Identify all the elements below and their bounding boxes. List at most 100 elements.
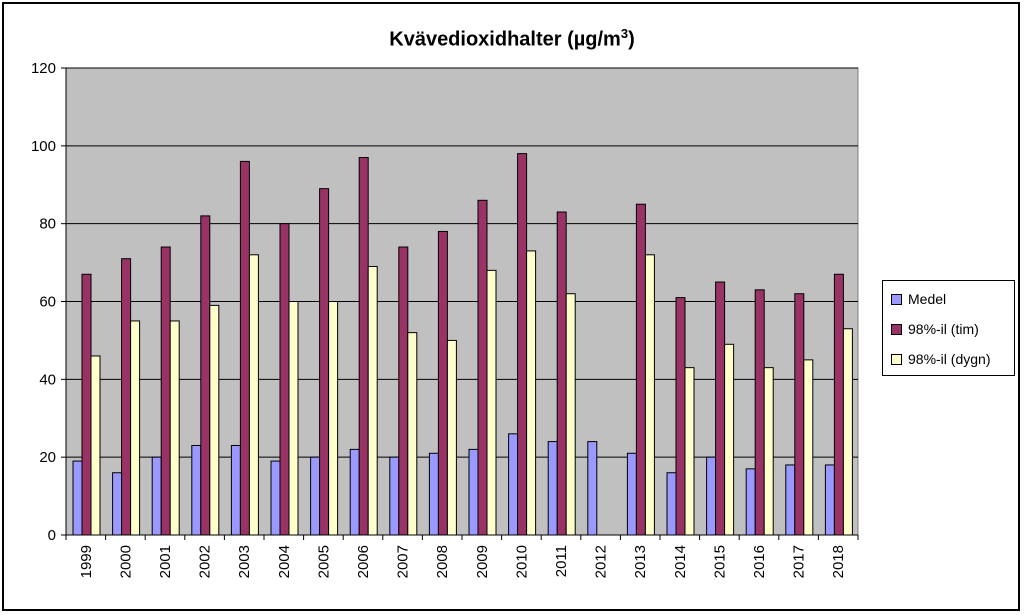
bar-98-il-dygn- xyxy=(169,320,180,536)
bar-98-il-tim- xyxy=(358,157,369,536)
x-tick-label: 2016 xyxy=(751,545,768,578)
bar-98-il-dygn- xyxy=(407,332,418,536)
bar-medel xyxy=(151,456,162,536)
x-tick-label: 2001 xyxy=(157,545,174,578)
x-tick-label: 2011 xyxy=(553,545,570,577)
x-tick-label: 2014 xyxy=(672,545,689,578)
chart-title-close: ) xyxy=(628,28,635,51)
chart-title-text: Kvävedioxidhalter (µg/m xyxy=(389,28,621,51)
x-tick-label: 2002 xyxy=(197,545,214,578)
bar-medel xyxy=(626,452,637,536)
bar-medel xyxy=(745,468,756,536)
bar-98-il-tim- xyxy=(398,246,409,536)
bar-98-il-tim- xyxy=(833,273,844,536)
bar-98-il-dygn- xyxy=(288,301,299,536)
y-tick-label: 80 xyxy=(39,216,56,233)
legend-swatch-medel xyxy=(891,293,902,305)
legend-item-dygn: 98%-il (dygn) xyxy=(891,350,990,368)
bar-medel xyxy=(191,444,202,536)
bar-medel xyxy=(824,464,835,536)
y-tick-label: 60 xyxy=(39,294,56,311)
y-tick-label: 0 xyxy=(48,527,56,544)
chart-title: Kvävedioxidhalter (µg/m3) xyxy=(0,26,1024,52)
bar-98-il-tim- xyxy=(477,199,488,536)
bar-98-il-tim- xyxy=(635,203,646,536)
bar-medel xyxy=(349,448,360,536)
x-tick-label: 2007 xyxy=(395,545,412,578)
bar-98-il-dygn- xyxy=(90,355,101,536)
bar-medel xyxy=(706,456,717,536)
bar-98-il-dygn- xyxy=(130,320,141,536)
y-tick-label: 120 xyxy=(31,60,56,77)
x-tick-label: 2003 xyxy=(236,545,253,578)
legend: Medel 98%-il (tim) 98%-il (dygn) xyxy=(882,280,1015,376)
bar-98-il-tim- xyxy=(794,293,805,536)
bar-medel xyxy=(230,444,241,536)
x-tick-label: 1999 xyxy=(78,545,95,578)
bar-98-il-dygn- xyxy=(486,269,497,536)
bar-98-il-dygn- xyxy=(644,254,655,536)
x-tick-label: 2018 xyxy=(830,545,847,578)
x-tick-label: 2005 xyxy=(315,545,332,578)
bar-98-il-tim- xyxy=(437,230,448,536)
x-tick-label: 2013 xyxy=(632,545,649,578)
bar-98-il-tim- xyxy=(200,215,211,536)
y-tick-label: 40 xyxy=(39,371,56,388)
bar-98-il-tim- xyxy=(121,258,132,536)
bar-medel xyxy=(666,472,677,536)
x-tick-label: 2012 xyxy=(593,545,610,578)
legend-item-medel: Medel xyxy=(891,290,946,308)
bar-medel xyxy=(508,433,519,536)
bar-98-il-dygn- xyxy=(684,367,695,536)
bar-medel xyxy=(547,441,558,536)
x-tick-label: 2006 xyxy=(355,545,372,578)
bar-98-il-dygn- xyxy=(842,328,853,536)
bar-98-il-tim- xyxy=(160,246,171,536)
bar-medel xyxy=(72,460,83,536)
legend-label-medel: Medel xyxy=(908,291,947,307)
legend-item-tim: 98%-il (tim) xyxy=(891,320,979,338)
legend-label-dygn: 98%-il (dygn) xyxy=(908,351,991,367)
bar-98-il-dygn- xyxy=(803,359,814,536)
legend-swatch-tim xyxy=(891,323,902,335)
bar-98-il-dygn- xyxy=(526,250,537,536)
x-tick-label: 2015 xyxy=(711,545,728,578)
legend-label-tim: 98%-il (tim) xyxy=(908,321,979,337)
chart-title-superscript: 3 xyxy=(620,26,629,41)
bar-98-il-tim- xyxy=(675,297,686,536)
bar-medel xyxy=(270,460,281,536)
bar-medel xyxy=(468,448,479,536)
bar-98-il-dygn- xyxy=(446,339,457,536)
bar-98-il-tim- xyxy=(239,160,250,536)
bar-98-il-dygn- xyxy=(328,301,339,536)
x-tick-label: 2009 xyxy=(474,545,491,578)
legend-swatch-dygn xyxy=(891,353,902,365)
bar-medel xyxy=(310,456,321,536)
bar-medel xyxy=(389,456,400,536)
bar-98-il-tim- xyxy=(517,153,528,536)
y-tick-label: 100 xyxy=(31,138,56,155)
bar-98-il-dygn- xyxy=(724,343,735,536)
bar-medel xyxy=(428,452,439,536)
bar-98-il-dygn- xyxy=(565,293,576,536)
bar-98-il-tim- xyxy=(279,223,290,536)
x-tick-label: 2010 xyxy=(513,545,530,578)
bar-98-il-tim- xyxy=(556,211,567,536)
bar-98-il-dygn- xyxy=(248,254,259,536)
bar-98-il-tim- xyxy=(715,281,726,536)
bar-98-il-dygn- xyxy=(763,367,774,536)
bar-98-il-tim- xyxy=(754,289,765,536)
x-tick-label: 2000 xyxy=(117,545,134,578)
bar-medel xyxy=(587,441,598,536)
x-tick-label: 2008 xyxy=(434,545,451,578)
bar-98-il-tim- xyxy=(81,273,92,536)
bar-medel xyxy=(785,464,796,536)
bar-98-il-dygn- xyxy=(209,304,220,536)
y-tick-label: 20 xyxy=(39,449,56,466)
bar-98-il-dygn- xyxy=(367,265,378,536)
x-tick-label: 2004 xyxy=(276,545,293,578)
bar-98-il-tim- xyxy=(319,188,330,536)
bar-medel xyxy=(112,472,123,536)
x-tick-label: 2017 xyxy=(791,545,808,578)
